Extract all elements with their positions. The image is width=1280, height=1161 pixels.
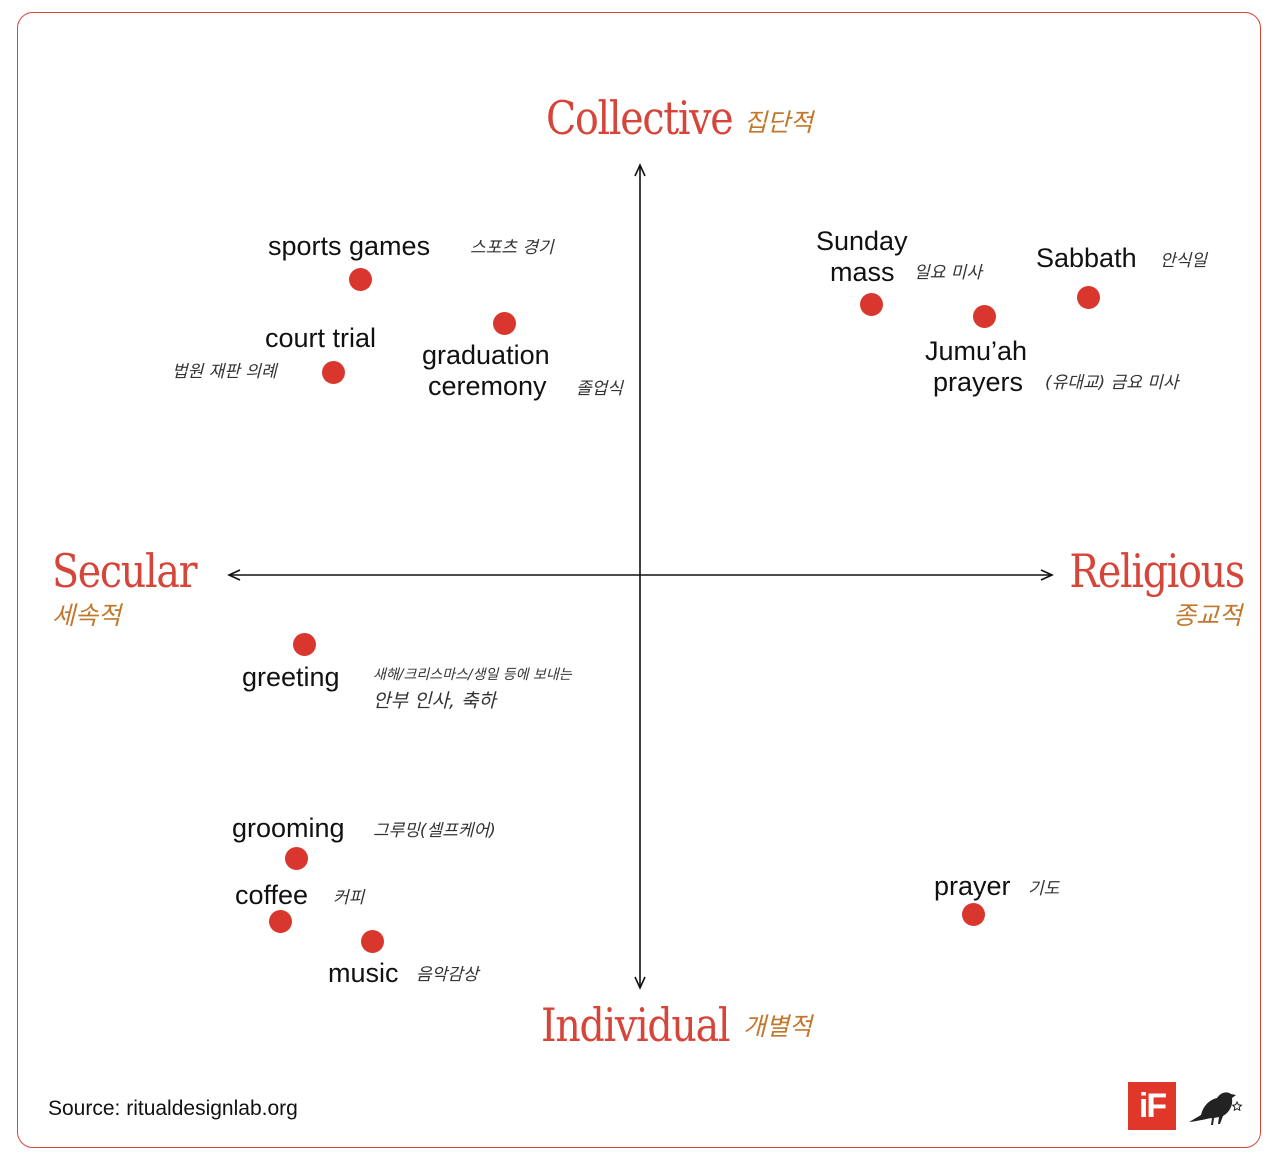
korean-coffee: 커피 bbox=[333, 888, 365, 908]
korean-greeting-line1: 새해/크리스마스/생일 등에 보내는 bbox=[373, 667, 572, 683]
axis-title-collective: Collective bbox=[546, 91, 734, 145]
vertical-axis-arrow-bottom bbox=[634, 976, 646, 990]
dot-graduation-ceremony bbox=[492, 311, 516, 335]
axis-korean-collective: 집단적 bbox=[744, 108, 814, 137]
korean-music: 음악감상 bbox=[416, 965, 479, 985]
vertical-axis-arrow-top bbox=[634, 163, 646, 177]
if-logo: iF bbox=[1128, 1082, 1176, 1130]
korean-graduation: 졸업식 bbox=[576, 379, 623, 399]
label-sabbath: Sabbath bbox=[1036, 243, 1137, 273]
axis-title-individual: Individual bbox=[541, 998, 731, 1052]
korean-sunday-mass: 일요 미사 bbox=[914, 263, 982, 283]
korean-court-trial: 법원 재판 의례 bbox=[172, 362, 277, 382]
label-jumuah-line2: prayers bbox=[933, 367, 1024, 397]
label-jumuah-line1: Jumu’ah bbox=[925, 336, 1028, 366]
korean-grooming: 그루밍(셀프케어) bbox=[373, 821, 496, 841]
korean-prayer: 기도 bbox=[1028, 879, 1060, 899]
axis-korean-religious: 종교적 bbox=[1172, 601, 1242, 630]
label-prayer: prayer bbox=[934, 871, 1011, 901]
label-graduation-line1: graduation bbox=[422, 340, 550, 370]
label-sunday-mass-line1: Sunday bbox=[816, 226, 908, 256]
dot-prayer bbox=[961, 902, 985, 926]
axis-title-secular: Secular bbox=[52, 544, 198, 598]
dot-grooming bbox=[284, 846, 308, 870]
label-greeting: greeting bbox=[242, 662, 340, 692]
dot-sunday-mass bbox=[859, 292, 883, 316]
horizontal-axis-arrow-right bbox=[1040, 569, 1054, 581]
korean-greeting-line2: 안부 인사, 축하 bbox=[373, 690, 496, 712]
bird-logo-icon bbox=[1189, 1092, 1243, 1125]
dot-coffee bbox=[268, 909, 292, 933]
chart-frame bbox=[17, 12, 1261, 1148]
label-grooming: grooming bbox=[232, 813, 345, 843]
dot-greeting bbox=[292, 632, 316, 656]
axis-korean-secular: 세속적 bbox=[52, 601, 122, 630]
label-court-trial: court trial bbox=[265, 323, 377, 353]
korean-sports-games: 스포츠 경기 bbox=[470, 238, 554, 258]
label-sports-games: sports games bbox=[268, 231, 431, 261]
dot-sabbath bbox=[1076, 285, 1100, 309]
dot-jumuah-prayers bbox=[972, 304, 996, 328]
dot-court-trial bbox=[321, 360, 345, 384]
dot-sports-games bbox=[348, 267, 372, 291]
label-music: music bbox=[328, 958, 399, 988]
korean-sabbath: 안식일 bbox=[1160, 251, 1207, 271]
label-coffee: coffee bbox=[235, 880, 309, 910]
axis-korean-individual: 개별적 bbox=[743, 1012, 813, 1041]
dot-music bbox=[360, 929, 384, 953]
label-sunday-mass-line2: mass bbox=[830, 257, 895, 287]
axis-title-religious: Religious bbox=[1069, 544, 1246, 598]
source-credit: Source: ritualdesignlab.org bbox=[48, 1097, 298, 1120]
korean-jumuah: (유대교) 금요 미사 bbox=[1045, 373, 1179, 393]
horizontal-axis-arrow-left bbox=[227, 569, 241, 581]
label-graduation-line2: ceremony bbox=[428, 371, 547, 401]
